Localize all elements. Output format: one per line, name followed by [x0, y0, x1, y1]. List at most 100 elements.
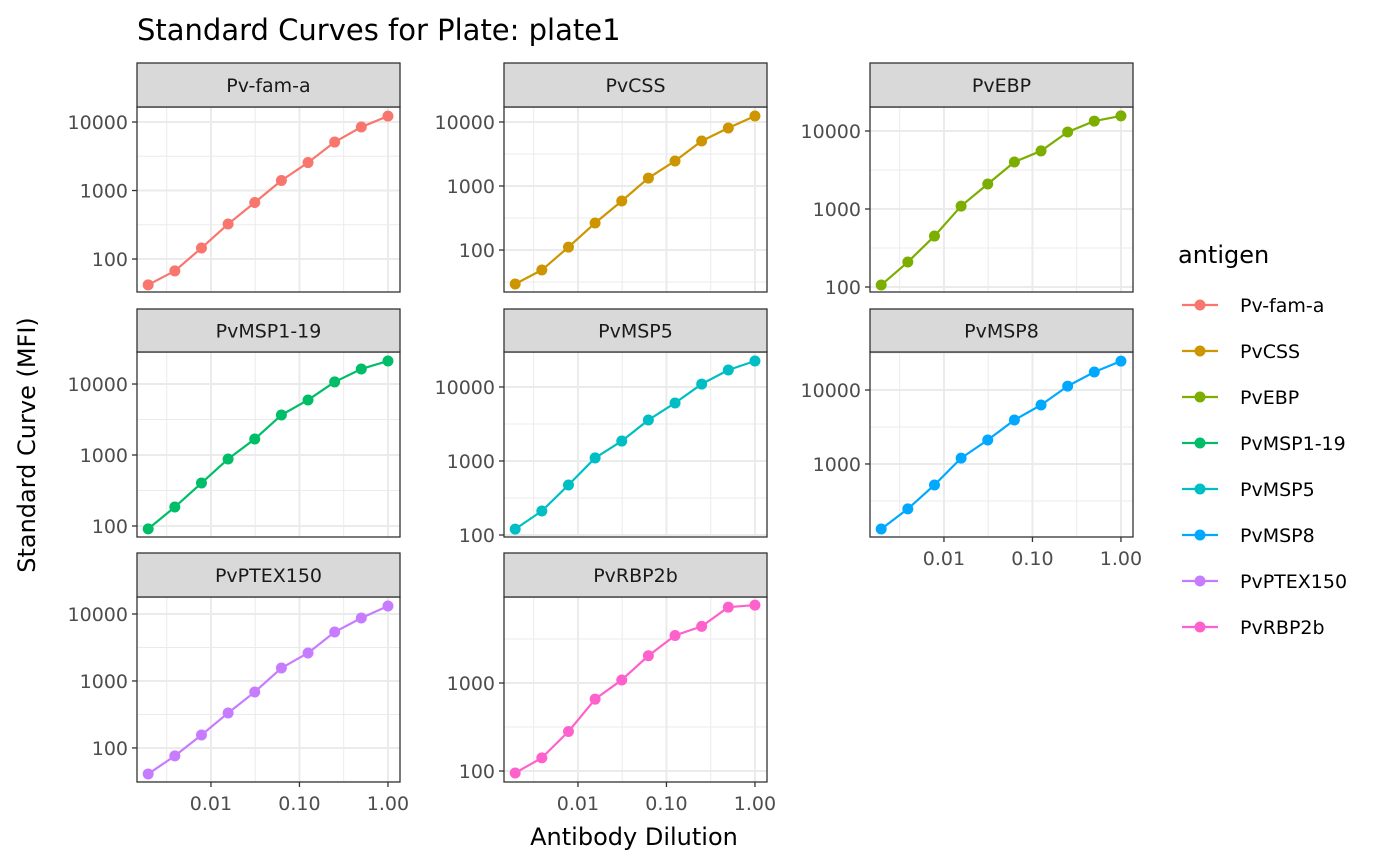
y-tick-label: 10000	[801, 121, 861, 143]
y-tick-label: 1000	[447, 451, 495, 473]
legend-title: antigen	[1178, 241, 1269, 269]
data-point	[616, 435, 628, 447]
data-point	[302, 157, 314, 169]
legend-item-pvcss: PvCSS	[1182, 341, 1300, 363]
data-point	[329, 626, 341, 638]
facet-strip	[503, 308, 768, 353]
legend-key-point	[1194, 575, 1206, 587]
data-point	[169, 750, 181, 762]
series-line-pvmsp8	[880, 360, 1122, 530]
data-point	[195, 729, 207, 741]
data-point	[875, 523, 887, 535]
data-point	[562, 479, 574, 491]
data-point	[1062, 126, 1074, 138]
data-point	[302, 394, 314, 406]
y-tick-label: 10000	[435, 377, 495, 399]
data-point	[1115, 355, 1127, 367]
data-point	[249, 433, 261, 445]
legend-label: PvMSP5	[1240, 479, 1315, 501]
y-tick-label: 10000	[435, 112, 495, 134]
data-point	[249, 197, 261, 209]
data-point	[589, 452, 601, 464]
data-point	[696, 620, 708, 632]
facet-panel-pvrbp2b: PvRBP2b 100 1000 0.01 0.10 1.00	[447, 552, 776, 815]
data-point	[1088, 366, 1100, 378]
data-point	[589, 217, 601, 229]
y-tick-label: 1000	[813, 454, 861, 476]
data-point	[509, 523, 521, 535]
data-point	[749, 599, 761, 611]
y-tick-label: 10000	[68, 112, 128, 134]
facet-strip-label: PvCSS	[605, 75, 665, 97]
facet-panel-pvebp: PvEBP 100 1000 10000	[801, 62, 1134, 299]
data-point	[536, 264, 548, 276]
legend-item-pv-fam-a: Pv-fam-a	[1182, 295, 1324, 317]
data-point	[275, 175, 287, 187]
facet-strip-label: PvMSP5	[598, 321, 673, 343]
data-point	[902, 503, 914, 515]
legend-item-pvebp: PvEBP	[1182, 387, 1299, 409]
legend-item-pvmsp8: PvMSP8	[1182, 525, 1315, 547]
legend-key-point	[1194, 437, 1206, 449]
data-point	[275, 662, 287, 674]
series-line-pvcss	[514, 114, 756, 285]
data-point	[222, 218, 234, 230]
legend-key-point	[1194, 391, 1206, 403]
data-point	[1008, 156, 1020, 168]
legend-label: PvMSP1-19	[1240, 433, 1346, 455]
data-point	[509, 278, 521, 290]
series-line-pv-fam-a	[147, 115, 389, 286]
legend-key-point	[1194, 299, 1206, 311]
x-tick-label: 1.00	[367, 793, 409, 815]
data-point	[669, 397, 681, 409]
facet-strip-label: Pv-fam-a	[226, 75, 310, 97]
data-point	[669, 629, 681, 641]
y-tick-label: 10000	[68, 604, 128, 626]
facet-strip	[869, 308, 1134, 353]
x-tick-label: 0.01	[923, 548, 965, 570]
data-point	[302, 647, 314, 659]
data-point	[329, 136, 341, 148]
series-line-pvptex150	[147, 605, 389, 775]
x-tick-label: 0.10	[278, 793, 320, 815]
facet-strip	[503, 552, 768, 598]
x-tick-label: 0.10	[1011, 548, 1053, 570]
legend-item-pvrbp2b: PvRBP2b	[1182, 617, 1325, 639]
data-point	[669, 155, 681, 167]
data-point	[616, 674, 628, 686]
data-point	[982, 178, 994, 190]
data-point	[195, 242, 207, 254]
facet-panel-pvcss: PvCSS 100 1000 10000	[435, 62, 768, 293]
data-point	[696, 378, 708, 390]
x-tick-label: 0.01	[557, 793, 599, 815]
panel-background	[870, 352, 1133, 537]
x-tick-label: 0.10	[645, 793, 687, 815]
data-point	[642, 650, 654, 662]
facet-strip-label: PvMSP8	[964, 321, 1039, 343]
y-tick-label: 1000	[80, 671, 128, 693]
y-tick-label: 10000	[801, 380, 861, 402]
legend-key-point	[1194, 483, 1206, 495]
facet-panel-pvptex150: PvPTEX150 100 1000 10000 0.01 0.10 1.00	[68, 552, 409, 815]
data-point	[749, 110, 761, 122]
data-point	[222, 453, 234, 465]
y-tick-label: 100	[459, 525, 495, 547]
data-point	[642, 172, 654, 184]
facet-panel-pvmsp5: PvMSP5 100 1000 10000	[435, 308, 768, 547]
data-point	[1115, 110, 1127, 122]
data-point	[169, 265, 181, 277]
data-point	[536, 752, 548, 764]
y-tick-label: 1000	[447, 176, 495, 198]
panel-background	[504, 107, 767, 292]
data-point	[329, 376, 341, 388]
y-tick-label: 100	[459, 240, 495, 262]
legend-item-pvmsp1-19: PvMSP1-19	[1182, 433, 1346, 455]
data-point	[142, 279, 154, 291]
series-line-pvmsp1-19	[147, 359, 389, 530]
facet-strip	[869, 62, 1134, 108]
legend-item-pvptex150: PvPTEX150	[1182, 571, 1347, 593]
x-tick-label: 1.00	[734, 793, 776, 815]
data-point	[902, 256, 914, 268]
data-point	[875, 279, 887, 291]
